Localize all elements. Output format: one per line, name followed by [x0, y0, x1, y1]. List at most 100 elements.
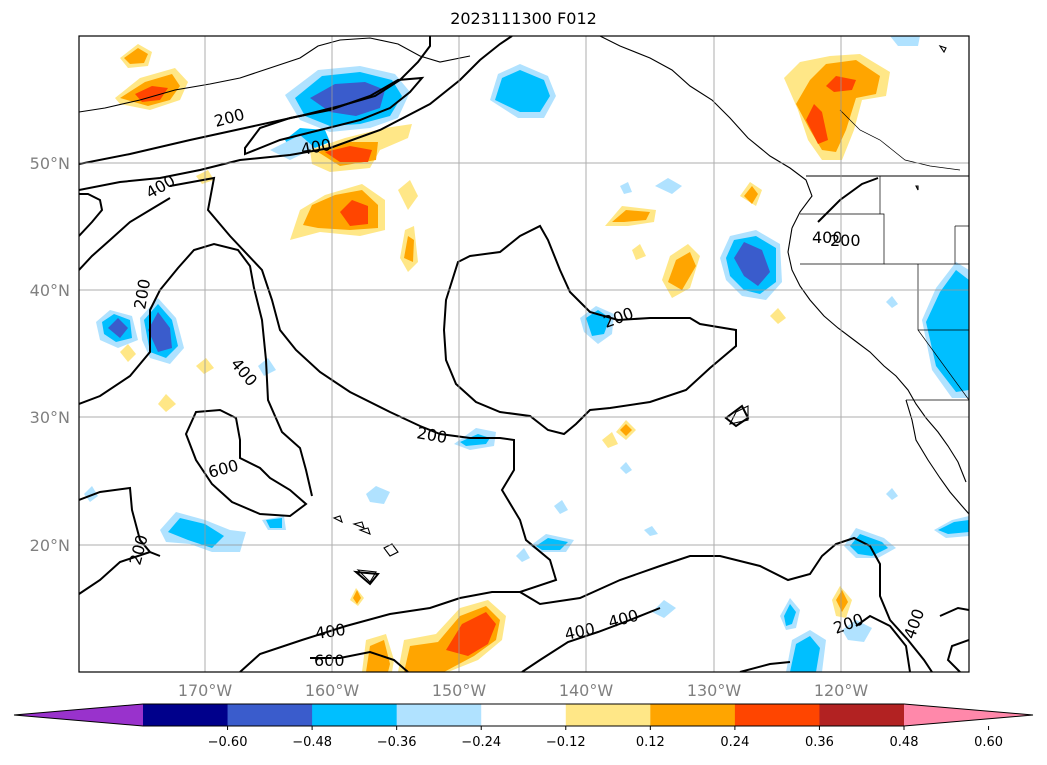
lat-label-50n: 50°N: [30, 154, 70, 173]
colorbar-bin: [481, 704, 567, 726]
colorbar-tick-label: 0.60: [974, 735, 1003, 750]
contour-label: 200: [126, 533, 152, 567]
colorbar-bin: [227, 704, 313, 726]
contour-small: [352, 570, 380, 586]
cold-anomaly-area: [784, 604, 796, 626]
warm-anomaly-area: [325, 146, 372, 162]
shaded-field: [84, 36, 969, 672]
cold-anomaly-area: [734, 242, 770, 286]
colorbar-tick-label: 0.36: [805, 735, 834, 750]
contour-400: [244, 76, 425, 156]
warm-anomaly-area: [158, 394, 176, 412]
contour-200-left2: [79, 197, 171, 271]
warm-anomaly-area: [612, 210, 650, 222]
cold-anomaly-area: [620, 182, 632, 194]
colorbar-extend-low: [14, 704, 143, 726]
warm-anomaly-area: [353, 590, 361, 604]
warm-anomaly-area: [836, 590, 848, 612]
warm-anomaly-area: [135, 86, 168, 102]
lon-label-130w: 130°W: [687, 681, 742, 700]
island-maui: [383, 543, 399, 557]
warm-anomaly-area: [744, 186, 758, 204]
map-title: 2023111300 F012: [450, 9, 597, 28]
cold-anomaly-area: [148, 312, 172, 352]
cold-anomaly-area: [790, 636, 820, 672]
contour-bottom2: [739, 661, 791, 672]
colorbar-tick-label: −0.12: [546, 735, 586, 750]
contour-600: [184, 408, 308, 518]
cold-anomaly-area: [842, 620, 872, 642]
contour-labels: 200 400 400 400 200 400 600 200 200 200 …: [126, 105, 929, 670]
cold-anomaly-area: [516, 548, 530, 562]
contour-400-br: [855, 614, 911, 672]
contour-label: 400: [900, 606, 928, 641]
us-west-coast: [787, 227, 967, 483]
colorbar-bin: [312, 704, 398, 726]
map-frame: [78, 35, 970, 673]
warm-anomaly-area: [340, 200, 368, 226]
colorbar-bin: [734, 704, 820, 726]
lat-label-30n: 30°N: [30, 408, 70, 427]
warm-anomaly-area: [620, 424, 632, 436]
island-oahu: [358, 527, 371, 535]
cold-anomaly-area: [620, 462, 632, 474]
contour-400: [169, 176, 558, 672]
cold-anomaly-area: [168, 518, 224, 548]
lon-label-140w: 140°W: [559, 681, 614, 700]
island-small: [352, 521, 365, 529]
colorbar-tick-label: 0.12: [636, 735, 665, 750]
contour-label: 200: [130, 277, 154, 310]
colorbar-bin: [565, 704, 651, 726]
colorbar-tick-label: −0.48: [292, 735, 332, 750]
colorbar-tick-label: 0.24: [720, 735, 749, 750]
warm-anomaly-area: [632, 244, 646, 260]
colorbar-tick-label: −0.24: [461, 735, 501, 750]
warm-anomaly-area: [602, 432, 618, 448]
contour-small: [724, 404, 750, 428]
contour-600: [310, 650, 409, 672]
colorbar-bin: [396, 704, 482, 726]
contour-400: [79, 36, 513, 191]
cold-anomaly-area: [366, 486, 390, 504]
contour-400-br2: [939, 606, 969, 617]
cold-anomaly-area: [495, 70, 550, 112]
island-hawaii: [356, 569, 377, 583]
warm-anomaly-area: [668, 252, 696, 290]
warm-anomaly-area: [124, 48, 148, 64]
colorbar-tick-label: 0.48: [890, 735, 919, 750]
colorbar-extend-high: [904, 704, 1033, 726]
contour-200-left: [79, 193, 104, 237]
warm-anomaly-area: [770, 308, 786, 324]
lon-label-150w: 150°W: [432, 681, 487, 700]
contour-200-bottom: [519, 536, 933, 672]
gridlines: [79, 36, 969, 672]
contour-label: 200: [830, 231, 861, 250]
coastlines: [79, 36, 969, 583]
colorbar-bin: [650, 704, 736, 726]
colorbar-tick-label: −0.36: [377, 735, 417, 750]
contour-label: 400: [563, 619, 597, 644]
colorbar-bin: [143, 704, 229, 726]
canada-interior-border: [839, 109, 961, 171]
lat-label-40n: 40°N: [30, 281, 70, 300]
baja-coast: [905, 399, 969, 515]
state-border: [800, 213, 885, 265]
contour-400-bottom: [521, 607, 661, 672]
contour-label: 200: [415, 423, 448, 447]
cold-anomaly-area: [886, 296, 898, 308]
cold-anomaly-area: [644, 526, 658, 536]
cold-anomaly-area: [108, 318, 128, 338]
contour-400-br3: [946, 639, 969, 672]
contour-label: 200: [212, 105, 246, 131]
colorbar-bin: [819, 704, 905, 726]
lat-label-20n: 20°N: [30, 536, 70, 555]
contour-lines: [79, 36, 969, 672]
warm-anomaly-area: [398, 180, 418, 210]
cold-anomaly-area: [270, 135, 315, 160]
lon-label-120w: 120°W: [814, 681, 869, 700]
cold-anomaly-area: [310, 82, 385, 116]
lon-label-170w: 170°W: [178, 681, 233, 700]
latitude-axis: 50°N 40°N 30°N 20°N: [30, 154, 70, 555]
cold-anomaly-area: [938, 520, 969, 534]
colorbar-tick-label: −0.60: [208, 735, 248, 750]
